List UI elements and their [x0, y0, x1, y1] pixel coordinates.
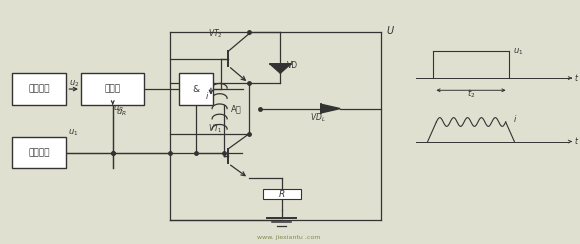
Text: A相: A相 [231, 104, 242, 113]
Text: VD: VD [287, 61, 298, 70]
Text: $VT_1$: $VT_1$ [208, 123, 223, 135]
Text: 比较器: 比较器 [104, 85, 121, 93]
Polygon shape [270, 64, 291, 73]
Text: &: & [193, 85, 200, 93]
Text: $u_1$: $u_1$ [513, 47, 524, 57]
Text: $i$: $i$ [205, 90, 209, 101]
Text: $VT_2$: $VT_2$ [208, 28, 223, 40]
Text: $u_R$: $u_R$ [115, 108, 126, 118]
Bar [12, 137, 67, 168]
Bar [81, 73, 144, 105]
Text: www. jiexiantu .com: www. jiexiantu .com [258, 235, 321, 240]
Text: $t$: $t$ [574, 135, 579, 146]
Text: $t_2$: $t_2$ [467, 87, 475, 100]
Text: $R$: $R$ [278, 188, 285, 200]
Polygon shape [321, 104, 340, 113]
Text: 恒流给定: 恒流给定 [28, 85, 50, 93]
Text: $u_R$: $u_R$ [113, 103, 124, 114]
Text: $i$: $i$ [513, 113, 517, 124]
Text: $VD_L$: $VD_L$ [310, 112, 326, 124]
Text: $U$: $U$ [386, 24, 395, 36]
Bar [263, 189, 300, 199]
Bar [12, 73, 67, 105]
Bar [179, 73, 213, 105]
Text: $u_1$: $u_1$ [68, 128, 79, 138]
Text: $u_2$: $u_2$ [69, 79, 79, 89]
Text: $t$: $t$ [574, 71, 579, 82]
Text: 走步脉冲: 走步脉冲 [28, 148, 50, 157]
